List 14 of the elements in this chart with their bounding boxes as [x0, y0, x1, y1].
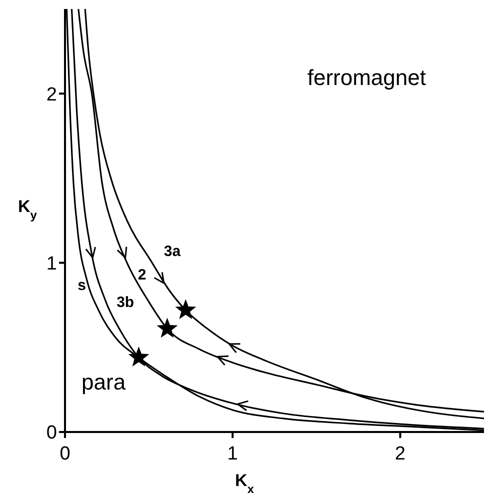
series-label: s	[78, 276, 86, 294]
annotation: ferromagnet	[307, 65, 426, 90]
x-tick-label: 1	[227, 443, 238, 464]
y-tick-label: 2	[46, 84, 57, 106]
annotation: para	[82, 370, 126, 395]
legend-label: 2	[138, 266, 146, 284]
x-tick-label: 0	[60, 443, 70, 464]
y-axis-title: K$_{y}$	[18, 197, 38, 222]
series-label: 3a	[164, 243, 182, 260]
y-tick-label: 1	[46, 254, 57, 275]
series-label: 3b	[116, 294, 134, 311]
x-tick-label: 2	[394, 443, 406, 464]
x-axis-title: K$_{x}$	[235, 471, 254, 496]
y-tick-label: 0	[46, 422, 57, 444]
